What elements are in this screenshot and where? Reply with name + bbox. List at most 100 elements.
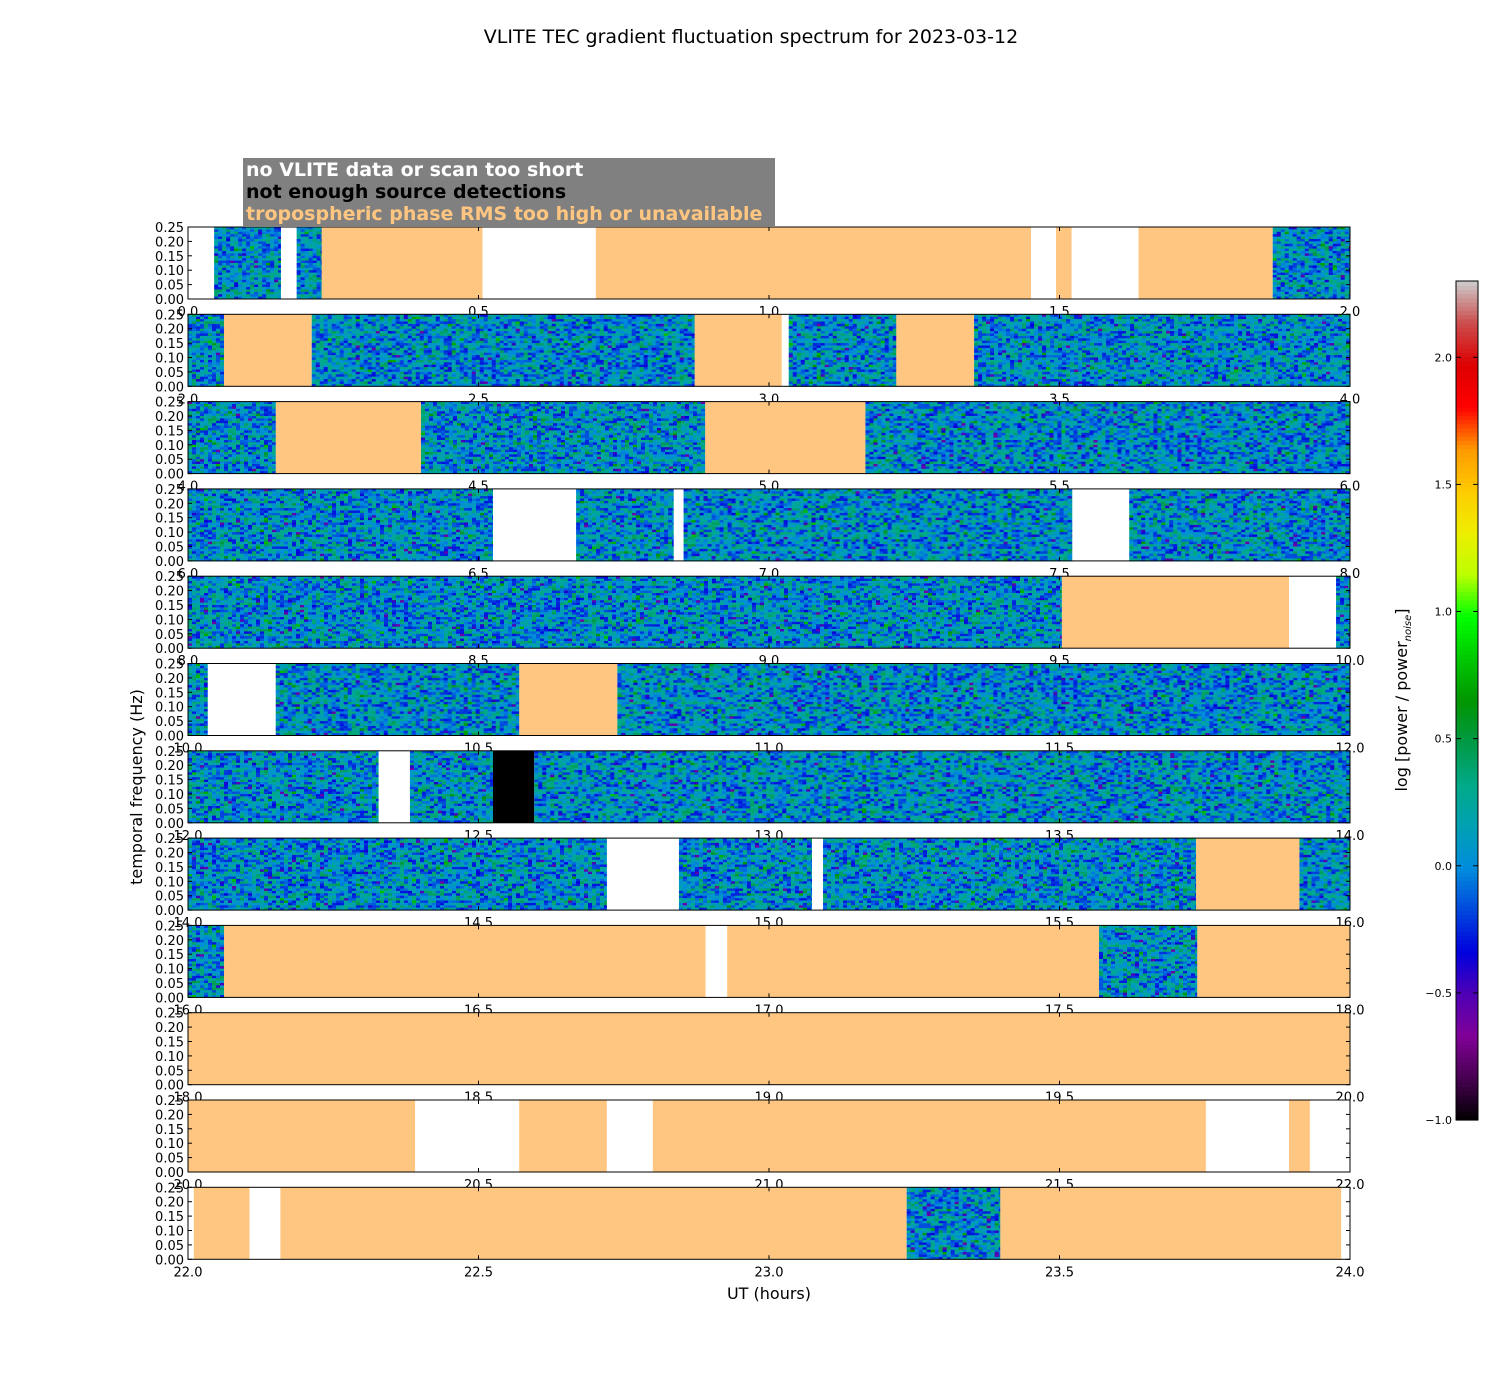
status-segment-tropo: [1000, 1187, 1341, 1259]
y-tick-label: 0.10: [155, 701, 184, 716]
status-segment-tropo: [224, 314, 312, 386]
status-segment-none: [1072, 489, 1129, 561]
y-tick-label: 0.15: [155, 1210, 184, 1225]
y-tick-label: 0.20: [155, 759, 184, 774]
y-tick-label: 0.10: [155, 1225, 184, 1240]
y-tick-label: 0.20: [155, 1108, 184, 1123]
y-tick-label: 0.05: [155, 1152, 184, 1167]
status-segment-none: [1206, 1100, 1289, 1172]
spectrum-data-segment: [312, 314, 695, 386]
status-segment-tropo: [322, 227, 483, 299]
y-tick-label: 0.20: [155, 497, 184, 512]
status-segment-tropo: [194, 1187, 250, 1259]
y-tick-label: 0.15: [155, 948, 184, 963]
status-segment-none: [379, 751, 410, 823]
status-segment-none: [1289, 576, 1336, 648]
y-tick-label: 0.15: [155, 1036, 184, 1051]
status-segment-tropo: [596, 227, 1031, 299]
status-segment-tropo: [727, 925, 1099, 997]
spectrum-data-segment: [1129, 489, 1350, 561]
spectrum-data-segment: [188, 925, 224, 997]
spectrum-data-segment: [421, 402, 706, 474]
y-tick-label: 0.25: [155, 483, 184, 498]
x-tick-label: 23.0: [755, 1265, 784, 1280]
spectrum-data-segment: [534, 751, 1350, 823]
y-tick-label: 0.25: [155, 1007, 184, 1022]
y-tick-label: 0.05: [155, 366, 184, 381]
spectrum-data-segment: [617, 664, 1350, 736]
y-tick-label: 0.05: [155, 977, 184, 992]
y-tick-label: 0.05: [155, 453, 184, 468]
y-tick-label: 0.15: [155, 337, 184, 352]
spectrum-data-segment: [1299, 838, 1350, 910]
status-segment-none: [188, 1187, 194, 1259]
status-segment-tropo: [695, 314, 782, 386]
panel-1: 0.000.050.100.150.200.252.0 2.5 3.0 3.5 4.0: [155, 308, 1360, 407]
spectrum-data-segment: [1336, 576, 1350, 648]
status-segment-none: [1072, 227, 1139, 299]
status-segment-tropo: [188, 1013, 1350, 1085]
y-tick-label: 0.15: [155, 512, 184, 527]
x-tick-label: 23.5: [1045, 1265, 1074, 1280]
y-tick-label: 0.25: [155, 919, 184, 934]
colorbar-tick-label: 1.0: [1435, 606, 1453, 619]
y-tick-label: 0.15: [155, 774, 184, 789]
y-tick-label: 0.05: [155, 1064, 184, 1079]
x-tick-label: 24.0: [1336, 1265, 1365, 1280]
spectrum-data-segment: [410, 751, 493, 823]
panel-2: 0.000.050.100.150.200.254.0 4.5 5.0 5.5 6.0: [155, 396, 1360, 495]
status-segment-tropo: [519, 664, 617, 736]
y-tick-label: 0.10: [155, 264, 184, 279]
colorbar-tick-label: −0.5: [1425, 987, 1452, 1000]
y-tick-label: 0.10: [155, 1050, 184, 1065]
colorbar-tick-label: −1.0: [1425, 1114, 1452, 1127]
status-segment-none: [208, 664, 276, 736]
y-tick-label: 0.25: [155, 396, 184, 411]
colorbar-tick-label: 0.5: [1435, 733, 1453, 746]
status-segment-none: [1341, 1187, 1350, 1259]
spectrum-data-segment: [276, 664, 520, 736]
y-tick-label: 0.20: [155, 585, 184, 600]
y-tick-label: 0.20: [155, 934, 184, 949]
y-tick-label: 0.25: [155, 1181, 184, 1196]
y-tick-label: 0.10: [155, 613, 184, 628]
panel-4: 0.000.050.100.150.200.258.0 8.5 9.0 9.5 10.0: [155, 570, 1364, 669]
spectrum-data-segment: [1099, 925, 1198, 997]
spectrum-data-segment: [1273, 227, 1351, 299]
status-segment-none: [483, 227, 596, 299]
spectrum-data-segment: [297, 227, 322, 299]
status-segment-tropo: [280, 1187, 906, 1259]
spectrum-data-segment: [214, 227, 281, 299]
panels: 0.000.050.100.150.200.250.0 0.5 1.0 1.5 2.00…: [155, 221, 1364, 1280]
spectrum-data-segment: [907, 1187, 1001, 1259]
y-tick-label: 0.20: [155, 1021, 184, 1036]
y-tick-label: 0.20: [155, 1196, 184, 1211]
y-tick-label: 0.10: [155, 963, 184, 978]
y-tick-label: 0.10: [155, 352, 184, 367]
status-segment-tropo: [276, 402, 421, 474]
x-tick-label: 22.0: [174, 1265, 203, 1280]
y-tick-label: 0.25: [155, 221, 184, 236]
status-segment-none: [706, 925, 727, 997]
status-segment-tropo: [1289, 1100, 1310, 1172]
colorbar-label: log [power / powernoise]: [1392, 608, 1414, 791]
status-segment-none: [812, 838, 823, 910]
status-segment-none: [782, 314, 789, 386]
spectrum-data-segment: [576, 489, 674, 561]
status-segment-tropo: [224, 925, 706, 997]
status-segment-none: [493, 489, 576, 561]
status-segment-detect: [493, 751, 534, 823]
status-segment-tropo: [1197, 925, 1350, 997]
y-tick-label: 0.15: [155, 1123, 184, 1138]
y-tick-label: 0.20: [155, 672, 184, 687]
y-tick-label: 0.05: [155, 890, 184, 905]
colorbar-tick-label: 2.0: [1435, 351, 1453, 364]
spectrum-data-segment: [823, 838, 1196, 910]
status-segment-tropo: [519, 1100, 607, 1172]
y-tick-label: 0.20: [155, 323, 184, 338]
y-tick-label: 0.20: [155, 410, 184, 425]
